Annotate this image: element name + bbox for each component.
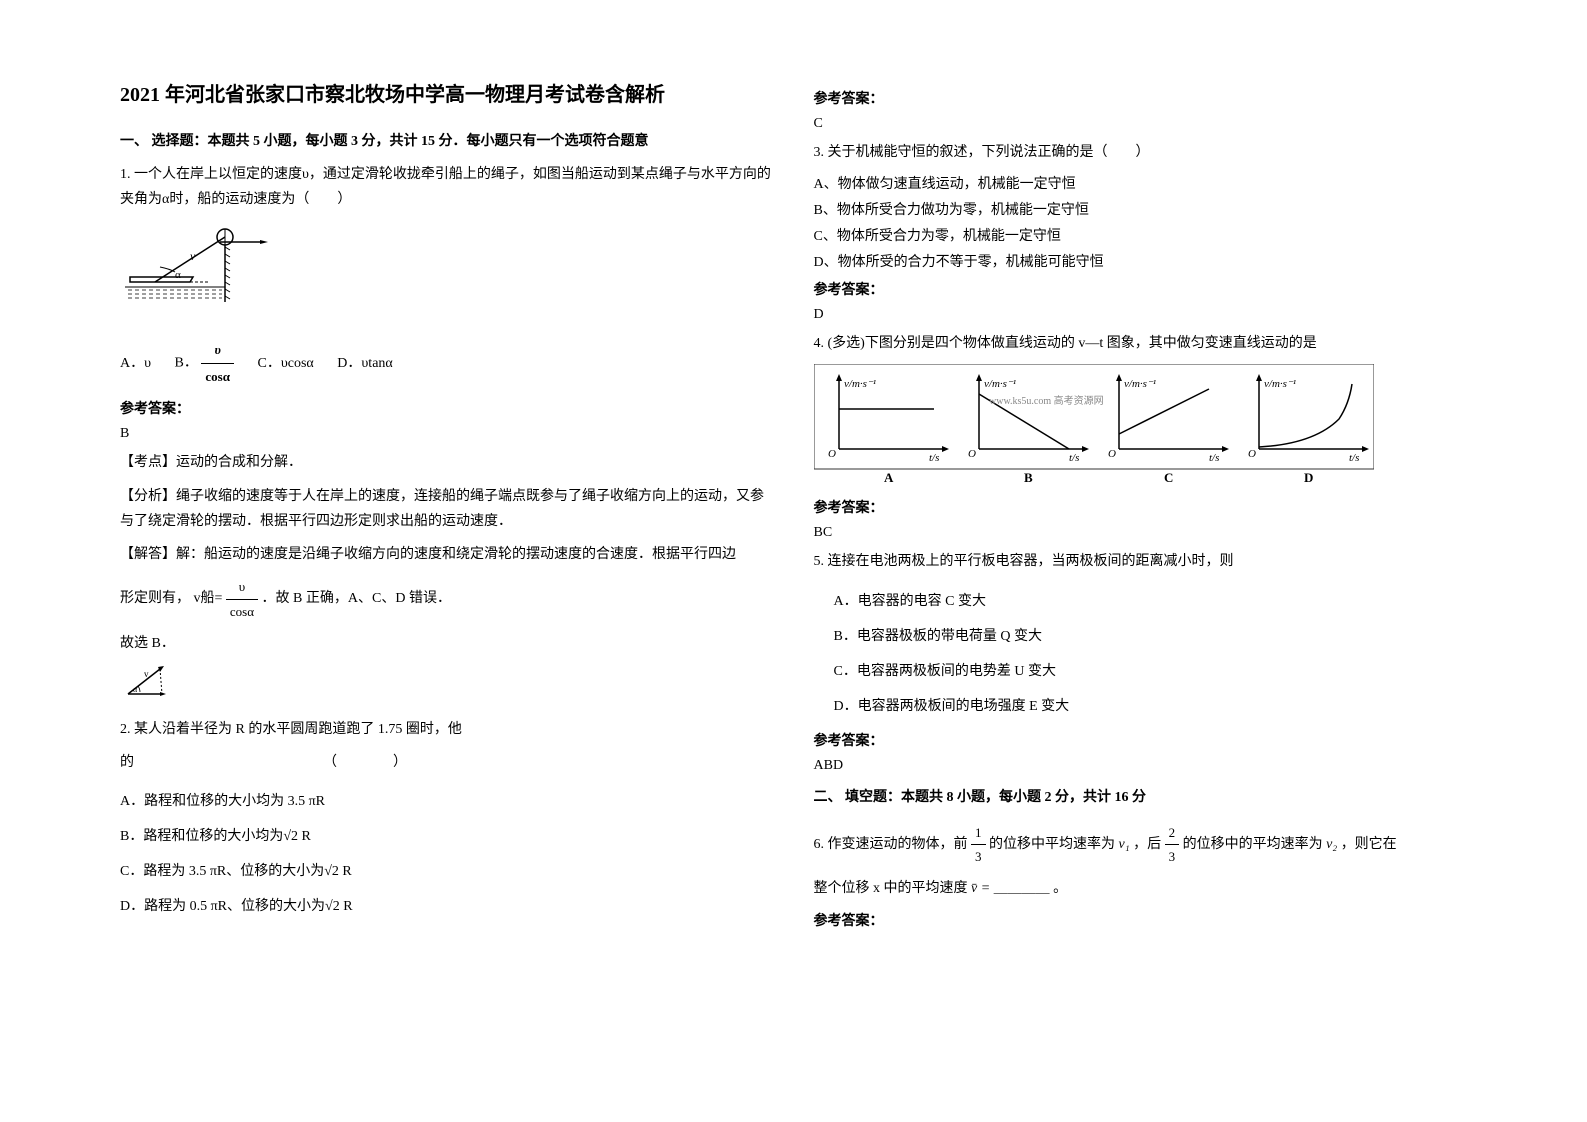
q6-answer-label: 参考答案：: [814, 910, 1468, 930]
svg-text:O: O: [1248, 448, 1256, 460]
svg-text:t/s: t/s: [1209, 452, 1219, 464]
svg-text:v: v: [190, 249, 196, 263]
q3-answer-label: 参考答案：: [814, 279, 1468, 299]
q1-optD: D．υtanα: [337, 350, 392, 378]
q6-text: 6. 作变速运动的物体，前 1 3 的位移中平均速率为 v₁ ，后 2 3 的位…: [814, 821, 1468, 869]
q1-optB: B． υ cosα: [175, 337, 234, 390]
svg-text:t/s: t/s: [1069, 452, 1079, 464]
svg-text:v/m·s⁻¹: v/m·s⁻¹: [844, 378, 876, 390]
q2-text2: 的 （ ）: [120, 750, 774, 775]
q4-answer-label: 参考答案：: [814, 497, 1468, 517]
q2-optB: B．路程和位移的大小均为√2 R: [120, 825, 774, 845]
q1-exp4: 形定则有， v船= υ cosα ．故 B 正确，A、C、D 错误．: [120, 575, 774, 623]
q5-optD: D．电容器两极板间的电场强度 E 变大: [834, 695, 1468, 715]
q1-exp2: 【分析】绳子收缩的速度等于人在岸上的速度，连接船的绳子端点既参与了绳子收缩方向上…: [120, 484, 774, 534]
q2-text1: 2. 某人沿着半径为 R 的水平圆周跑道跑了 1.75 圈时，他: [120, 717, 774, 742]
svg-text:C: C: [1164, 470, 1173, 484]
q3-answer: D: [814, 307, 1468, 323]
svg-text:v: v: [144, 669, 149, 679]
q2-answer: C: [814, 116, 1468, 132]
svg-text:t/s: t/s: [929, 452, 939, 464]
left-column: 2021 年河北省张家口市察北牧场中学高一物理月考试卷含解析 一、 选择题：本题…: [100, 80, 794, 1042]
q5-answer: ABD: [814, 758, 1468, 774]
document-title: 2021 年河北省张家口市察北牧场中学高一物理月考试卷含解析: [120, 80, 774, 110]
q1-small-figure: v α: [120, 664, 774, 709]
q1-exp3: 【解答】解：船运动的速度是沿绳子收缩方向的速度和绕定滑轮的摆动速度的合速度．根据…: [120, 542, 774, 567]
q1-optC: C．υcosα: [257, 350, 313, 378]
q2-optD: D．路程为 0.5 πR、位移的大小为√2 R: [120, 895, 774, 915]
q5-optB: B．电容器极板的带电荷量 Q 变大: [834, 625, 1468, 645]
q1-figure: v α: [120, 222, 774, 327]
q4-answer: BC: [814, 525, 1468, 541]
svg-text:v/m·s⁻¹: v/m·s⁻¹: [984, 378, 1016, 390]
q6-text-line2: 整个位移 x 中的平均速度 v̄ = ＿＿＿＿ 。: [814, 876, 1468, 901]
q2-optA: A．路程和位移的大小均为 3.5 πR: [120, 790, 774, 810]
q4-text: 4. (多选)下图分别是四个物体做直线运动的 v—t 图象，其中做匀变速直线运动…: [814, 331, 1468, 356]
q5-text: 5. 连接在电池两极上的平行板电容器，当两极板间的距离减小时，则: [814, 549, 1468, 574]
svg-text:www.ks5u.com 高考资源网: www.ks5u.com 高考资源网: [989, 394, 1104, 407]
svg-text:O: O: [968, 448, 976, 460]
q2-optC: C．路程为 3.5 πR、位移的大小为√2 R: [120, 860, 774, 880]
q1-answer-label: 参考答案：: [120, 398, 774, 418]
q3-optC: C、物体所受合力为零，机械能一定守恒: [814, 225, 1468, 245]
q3-optA: A、物体做匀速直线运动，机械能一定守恒: [814, 173, 1468, 193]
q1-text: 1. 一个人在岸上以恒定的速度υ，通过定滑轮收拢牵引船上的绳子，如图当船运动到某…: [120, 162, 774, 212]
svg-text:v/m·s⁻¹: v/m·s⁻¹: [1264, 378, 1296, 390]
q4-graphs: v/m·s⁻¹ O t/s A v/m·s⁻¹ O t/s B www.ks5u…: [814, 364, 1468, 489]
section2-heading: 二、 填空题：本题共 8 小题，每小题 2 分，共计 16 分: [814, 786, 1468, 806]
svg-text:t/s: t/s: [1349, 452, 1359, 464]
svg-text:O: O: [1108, 448, 1116, 460]
q1-optA: A．υ: [120, 350, 151, 378]
q3-optB: B、物体所受合力做功为零，机械能一定守恒: [814, 199, 1468, 219]
svg-text:D: D: [1304, 470, 1313, 484]
svg-text:B: B: [1024, 470, 1033, 484]
q5-optC: C．电容器两极板间的电势差 U 变大: [834, 660, 1468, 680]
q3-optD: D、物体所受的合力不等于零，机械能可能守恒: [814, 251, 1468, 271]
q3-text: 3. 关于机械能守恒的叙述，下列说法正确的是（ ）: [814, 140, 1468, 165]
q1-exp5: 故选 B．: [120, 631, 774, 656]
svg-text:O: O: [828, 448, 836, 460]
svg-text:v/m·s⁻¹: v/m·s⁻¹: [1124, 378, 1156, 390]
q1-answer: B: [120, 426, 774, 442]
svg-text:A: A: [884, 470, 894, 484]
section1-heading: 一、 选择题：本题共 5 小题，每小题 3 分，共计 15 分．每小题只有一个选…: [120, 130, 774, 150]
svg-text:α: α: [175, 269, 181, 281]
right-column: 参考答案： C 3. 关于机械能守恒的叙述，下列说法正确的是（ ） A、物体做匀…: [794, 80, 1488, 1042]
q5-answer-label: 参考答案：: [814, 730, 1468, 750]
q2-answer-label: 参考答案：: [814, 88, 1468, 108]
q1-options: A．υ B． υ cosα C．υcosα D．υtanα: [120, 337, 774, 390]
q5-optA: A．电容器的电容 C 变大: [834, 590, 1468, 610]
q1-exp1: 【考点】运动的合成和分解．: [120, 450, 774, 475]
